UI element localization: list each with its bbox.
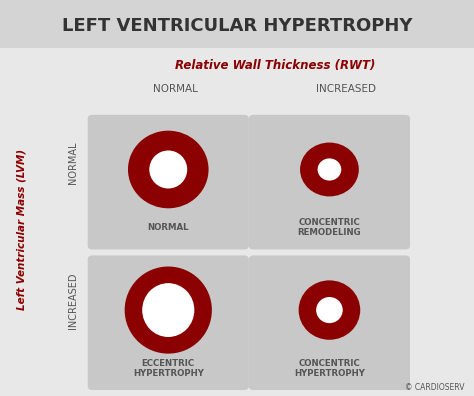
- Ellipse shape: [316, 297, 343, 323]
- Text: ECCENTRIC
HYPERTROPHY: ECCENTRIC HYPERTROPHY: [133, 359, 204, 378]
- FancyBboxPatch shape: [249, 255, 410, 390]
- Ellipse shape: [149, 150, 187, 188]
- FancyBboxPatch shape: [0, 0, 474, 48]
- Ellipse shape: [128, 131, 209, 208]
- Ellipse shape: [299, 280, 360, 340]
- Text: LEFT VENTRICULAR HYPERTROPHY: LEFT VENTRICULAR HYPERTROPHY: [62, 17, 412, 35]
- Text: CONCENTRIC
HYPERTROPHY: CONCENTRIC HYPERTROPHY: [294, 359, 365, 378]
- FancyBboxPatch shape: [88, 255, 249, 390]
- Text: Left Ventricular Mass (LVM): Left Ventricular Mass (LVM): [16, 149, 27, 310]
- Ellipse shape: [318, 158, 341, 181]
- Ellipse shape: [125, 267, 212, 354]
- Text: © CARDIOSERV: © CARDIOSERV: [405, 383, 465, 392]
- Text: NORMAL: NORMAL: [68, 141, 79, 184]
- Text: INCREASED: INCREASED: [68, 273, 79, 329]
- Ellipse shape: [300, 143, 359, 196]
- Text: INCREASED: INCREASED: [316, 84, 376, 94]
- Text: CONCENTRIC
REMODELING: CONCENTRIC REMODELING: [298, 218, 361, 238]
- Text: NORMAL: NORMAL: [147, 223, 189, 232]
- Ellipse shape: [142, 283, 194, 337]
- FancyBboxPatch shape: [88, 115, 249, 249]
- Text: Relative Wall Thickness (RWT): Relative Wall Thickness (RWT): [175, 59, 375, 72]
- Text: NORMAL: NORMAL: [153, 84, 198, 94]
- FancyBboxPatch shape: [249, 115, 410, 249]
